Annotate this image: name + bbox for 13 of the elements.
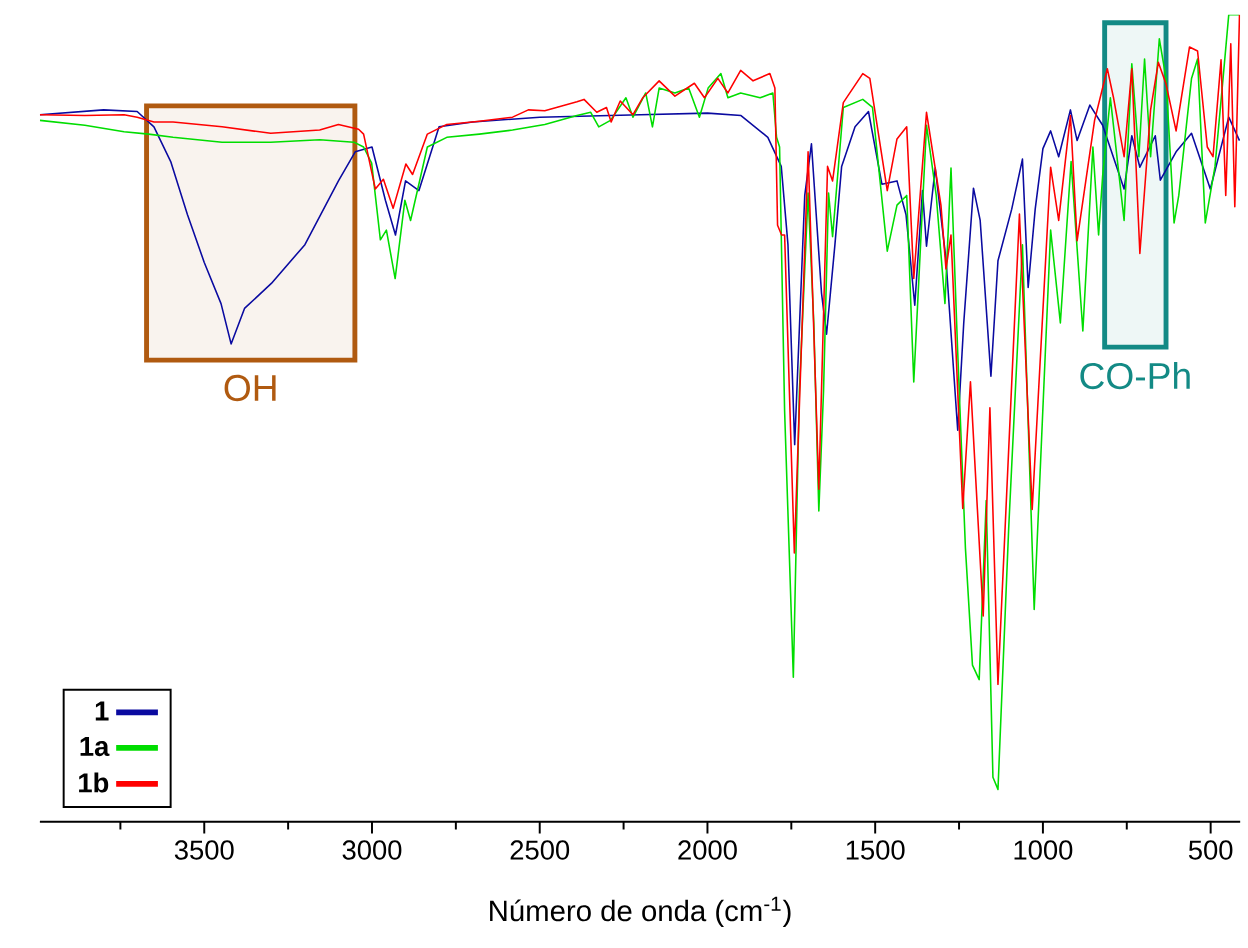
x-axis-title: Número de onda (cm$^{-1}$) (490, 896, 791, 928)
x-tick-label: 1000 (1014, 840, 1073, 860)
x-tick-label: 2500 (510, 840, 570, 860)
x-tick-label: 2000 (678, 840, 737, 860)
band-label: OH (224, 374, 276, 402)
legend-label: 1b (79, 772, 109, 793)
x-tick-label: 3000 (342, 840, 402, 860)
band-label: CO-Ph (1080, 361, 1190, 390)
legend-label: 1a (80, 737, 110, 757)
x-tick-label: 1500 (846, 840, 905, 860)
legend-label: 1 (95, 701, 109, 721)
x-tick-label: 500 (1188, 840, 1233, 860)
x-tick-label: 3500 (174, 840, 234, 860)
